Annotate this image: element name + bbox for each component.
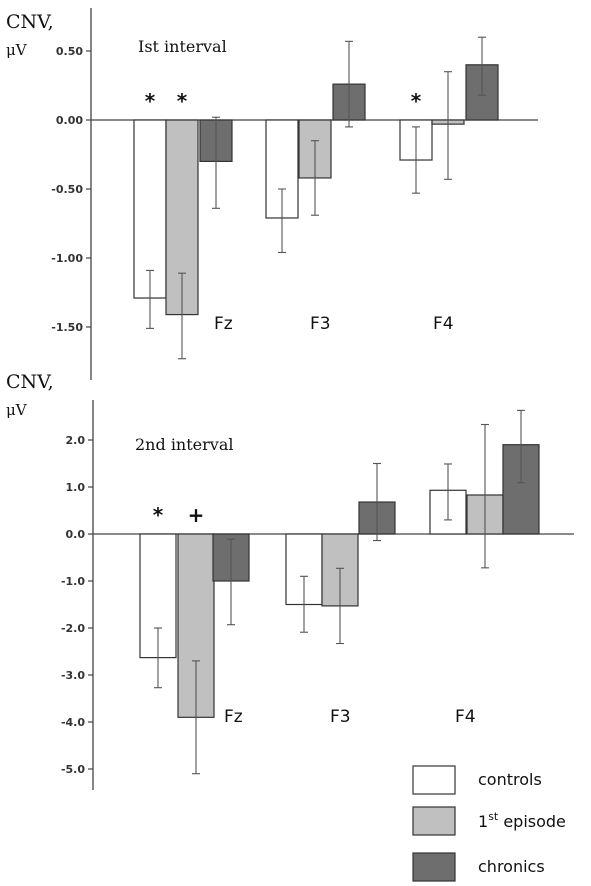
panel2-category-f4: F4 — [455, 707, 476, 727]
legend: controls 1st episode chronics — [412, 765, 566, 882]
panel1-y-tick-label: 0.50 — [56, 45, 83, 58]
panel1-y-tick-label: -0.50 — [51, 183, 83, 196]
significance-marker: * — [177, 89, 188, 113]
panel1-y-tick-label: 0.00 — [56, 114, 83, 127]
panel2-y-tick-label: 0.0 — [66, 528, 86, 541]
panel2-y-tick-label: -5.0 — [61, 763, 85, 776]
panel2-y-tick-label: -2.0 — [61, 622, 85, 635]
panel-1st-interval: CNV, μV Ist interval Fz F3 F4 0.50 0.00 -0… — [6, 8, 538, 380]
panel-2nd-interval: CNV, μV 2nd interval Fz F3 F4 2.0 1.0 0.0 -… — [6, 371, 574, 790]
panel2-y-tick-label: 2.0 — [66, 434, 86, 447]
panel2-y-tick-label: -3.0 — [61, 669, 85, 682]
panel2-category-fz: Fz — [224, 707, 243, 727]
significance-marker: * — [153, 503, 164, 527]
panel1-yunit: μV — [6, 41, 28, 59]
legend-swatch-controls — [412, 765, 456, 795]
panel2-y-tick-label: -1.0 — [61, 575, 85, 588]
legend-label-controls: controls — [478, 770, 542, 789]
significance-marker: + — [188, 503, 205, 527]
panel1-subtitle: Ist interval — [138, 37, 227, 56]
panel2-subtitle: 2nd interval — [135, 435, 233, 454]
panel1-category-fz: Fz — [214, 314, 233, 334]
panel2-y-tick-label: 1.0 — [66, 481, 86, 494]
panel2-category-f3: F3 — [330, 707, 351, 727]
legend-swatch-1st-episode — [412, 806, 456, 836]
panel2-yunit: μV — [6, 401, 28, 419]
panel1-category-f3: F3 — [310, 314, 331, 334]
significance-marker: * — [411, 89, 422, 113]
panel2-y-tick-label: -4.0 — [61, 716, 85, 729]
panel1-ylabel: CNV, — [6, 11, 54, 33]
legend-label-chronics: chronics — [478, 857, 545, 876]
legend-swatch-chronics — [412, 852, 456, 882]
significance-marker: * — [145, 89, 156, 113]
panel1-y-tick-label: -1.50 — [51, 321, 83, 334]
panel1-category-f4: F4 — [433, 314, 454, 334]
legend-label-1st-episode: 1st episode — [478, 810, 566, 831]
panel1-y-tick-label: -1.00 — [51, 252, 83, 265]
panel2-ylabel: CNV, — [6, 371, 54, 393]
